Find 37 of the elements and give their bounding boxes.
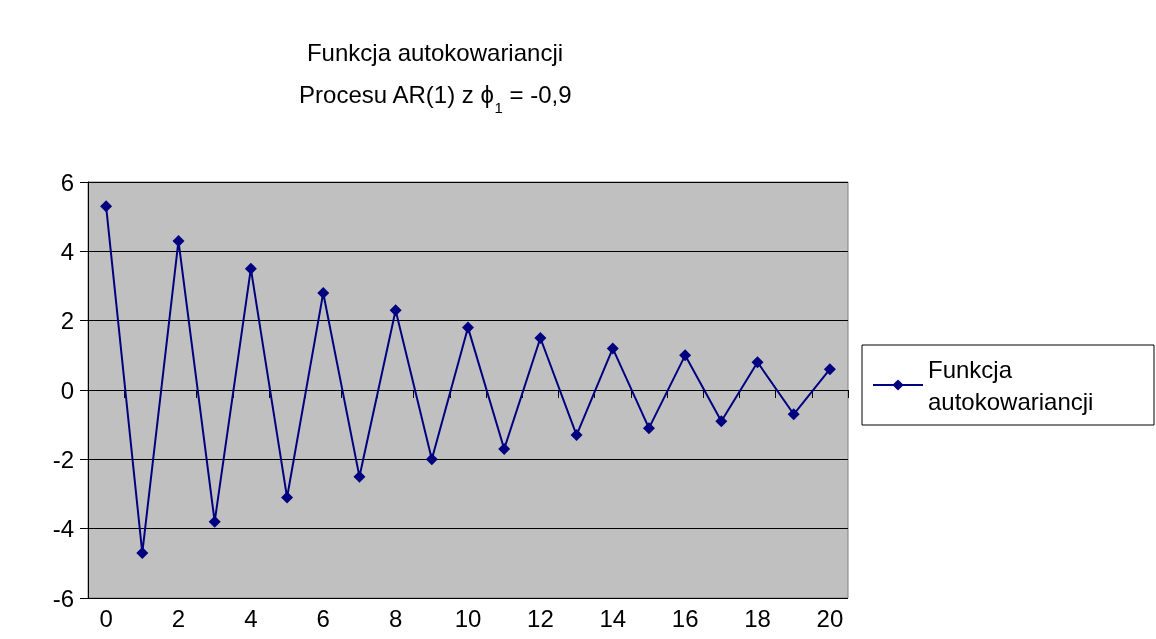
x-tick-label: 20 bbox=[816, 604, 844, 632]
y-tick-label: -2 bbox=[52, 445, 74, 473]
point bbox=[751, 356, 764, 369]
point bbox=[317, 286, 330, 299]
y-tick-label: 0 bbox=[60, 376, 74, 404]
point bbox=[787, 408, 800, 421]
x-tick-label: 16 bbox=[671, 604, 699, 632]
point bbox=[244, 262, 257, 275]
y-tick-label: -6 bbox=[52, 584, 74, 612]
x-tick-label: 2 bbox=[171, 604, 186, 632]
y-tick-label: 6 bbox=[60, 168, 74, 196]
point bbox=[679, 349, 692, 362]
x-tick-label: 6 bbox=[316, 604, 330, 632]
x-tick-label: 0 bbox=[99, 604, 113, 632]
y-tick-label: 4 bbox=[60, 237, 74, 265]
x-tick-label: 10 bbox=[454, 604, 482, 632]
point bbox=[100, 200, 113, 213]
point bbox=[353, 470, 366, 483]
point bbox=[715, 415, 728, 428]
point bbox=[462, 321, 474, 334]
point bbox=[570, 429, 583, 442]
x-tick-label: 8 bbox=[388, 604, 403, 632]
x-tick-label: 12 bbox=[527, 604, 554, 632]
x-tick-label: 18 bbox=[744, 604, 771, 632]
point bbox=[534, 332, 547, 344]
y-tick-label: 2 bbox=[60, 307, 74, 335]
point bbox=[642, 422, 655, 435]
y-tick-label: -4 bbox=[52, 515, 74, 543]
point bbox=[823, 363, 836, 376]
point bbox=[425, 453, 438, 466]
point bbox=[172, 234, 185, 247]
point bbox=[389, 304, 402, 317]
legend-label: Funkcja autokowariancji bbox=[928, 355, 1094, 415]
x-tick-label: 14 bbox=[599, 604, 627, 632]
point bbox=[498, 442, 511, 455]
x-tick-label: 4 bbox=[244, 604, 258, 632]
point bbox=[606, 342, 619, 355]
